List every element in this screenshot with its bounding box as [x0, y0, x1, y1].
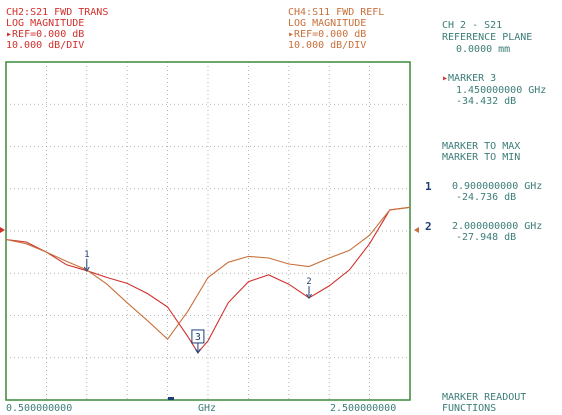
marker3-freq: 1.450000000 GHz — [456, 85, 547, 96]
marker3-softkey[interactable]: ▸MARKER 3 — [442, 73, 560, 84]
marker-2-label: 2 — [306, 277, 311, 287]
marker1-value: -24.736 dB — [456, 192, 517, 203]
ch2-scale: 10.000 dB/DIV — [288, 40, 367, 51]
ch2-format: LOG MAGNITUDE — [288, 18, 367, 29]
right-ref-pointer-icon — [414, 227, 419, 233]
marker-3-tip — [194, 348, 201, 354]
marker-to-max-softkey[interactable]: MARKER TO MAX — [442, 141, 521, 152]
marker-1-label: 1 — [84, 250, 89, 260]
ch1-title: CH2:S21 FWD TRANS — [6, 7, 109, 18]
marker2-freq: 2.000000000 GHz — [452, 221, 543, 232]
left-ref-pointer-icon — [0, 227, 5, 233]
s21-trace — [5, 206, 411, 354]
marker-2-tip — [306, 293, 312, 300]
ch2-ref: ▸REF=0.000 dB — [288, 29, 366, 40]
marker3-value: -34.432 dB — [456, 96, 517, 107]
reference-plane-value: 0.0000 mm — [456, 44, 511, 55]
sweep-position-indicator — [168, 397, 174, 400]
ch2-ref-value: REF=0.000 dB — [294, 29, 367, 40]
ref-arrow-icon: ▸ — [6, 29, 13, 40]
markers: 1 2 3 — [83, 250, 312, 354]
ch2-title: CH4:S11 FWD REFL — [288, 7, 385, 18]
marker-to-min-softkey[interactable]: MARKER TO MIN — [442, 152, 521, 163]
axis-unit-label: GHz — [198, 403, 217, 414]
marker1-freq: 0.900000000 GHz — [452, 181, 543, 192]
ch1-ref-value: REF=0.000 dB — [12, 29, 85, 40]
ch1-ref: ▸REF=0.000 dB — [6, 29, 84, 40]
plot-frame — [5, 61, 411, 401]
axis-start-label: 0.500000000 — [6, 403, 73, 414]
marker-1-tip — [83, 266, 90, 272]
reference-plane-softkey[interactable]: REFERENCE PLANE — [442, 32, 533, 43]
marker3-label: MARKER 3 — [448, 73, 497, 84]
ref-arrow-icon: ▸ — [288, 29, 295, 40]
graticule — [6, 62, 410, 400]
marker1-number: 1 — [425, 180, 432, 193]
marker-readout-softkey[interactable]: MARKER READOUT — [442, 392, 527, 403]
axis-stop-label: 2.500000000 — [330, 403, 397, 414]
s11-trace — [5, 206, 411, 341]
channel-label: CH 2 - S21 — [442, 20, 503, 31]
marker-3-label: 3 — [195, 332, 201, 343]
marker2-number: 2 — [425, 220, 432, 233]
traces — [5, 206, 411, 354]
ch1-format: LOG MAGNITUDE — [6, 18, 85, 29]
ch1-scale: 10.000 dB/DIV — [6, 40, 85, 51]
marker2-value: -27.948 dB — [456, 232, 517, 243]
active-marker-arrow-icon: ▸ — [442, 73, 449, 84]
marker-readout-functions: FUNCTIONS — [442, 403, 497, 414]
